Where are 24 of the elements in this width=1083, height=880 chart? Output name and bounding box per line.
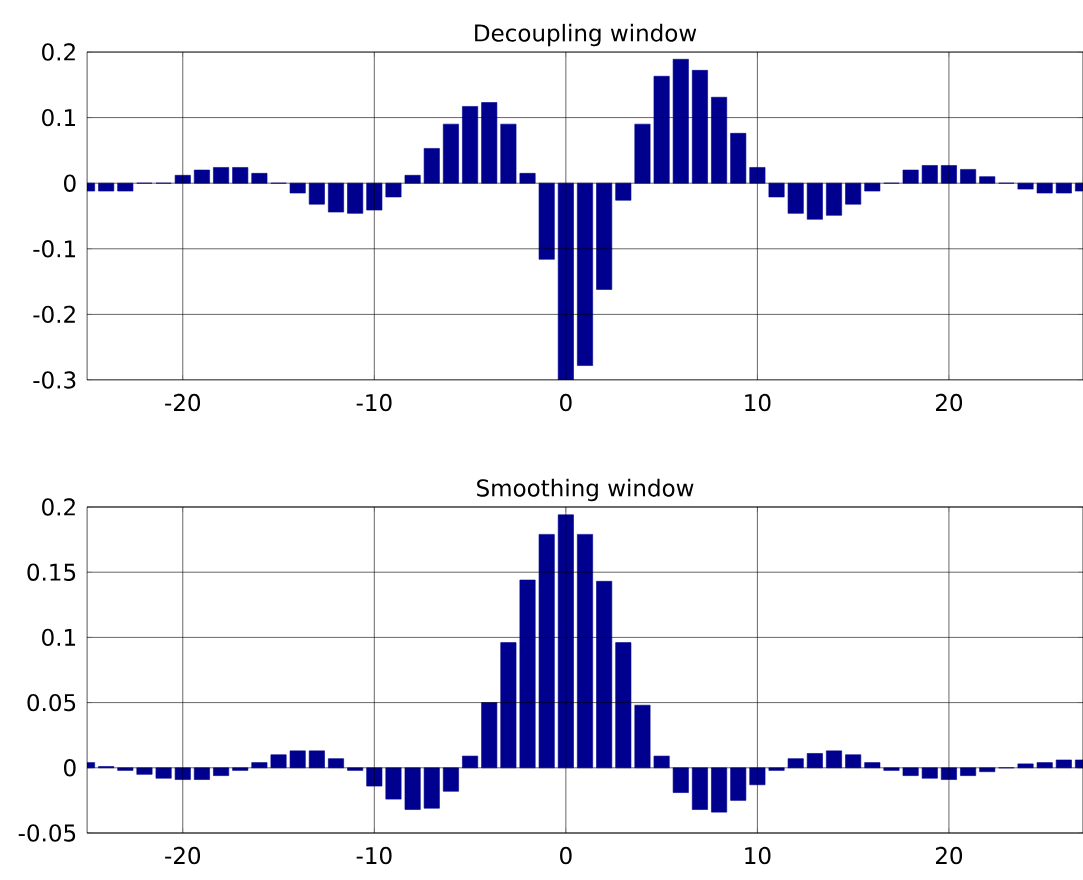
y-tick-label: -0.3	[33, 371, 76, 389]
y-tick-label: 0.2	[42, 498, 75, 516]
x-tick-label: -20	[165, 846, 201, 865]
x-tick-label: -20	[165, 393, 201, 412]
y-tick-label: -0.1	[33, 240, 76, 258]
y-tick-label: 0.2	[42, 43, 75, 61]
x-tick-label: 20	[935, 393, 963, 412]
x-tick-label: 0	[560, 393, 572, 412]
x-tick-label: 20	[935, 846, 963, 865]
y-tick-label: 0	[64, 174, 76, 192]
x-tick-label: -10	[356, 393, 392, 412]
y-tick-label: 0.1	[42, 628, 76, 647]
y-tick-label: 0.15	[27, 563, 76, 581]
x-tick-label: 10	[745, 393, 771, 412]
x-tick-label: 0	[560, 846, 572, 865]
chart-title: Smoothing window	[477, 478, 694, 502]
x-tick-label: -10	[356, 846, 392, 865]
y-tick-label: -0.2	[33, 305, 75, 324]
y-tick-label: 0.1	[42, 108, 76, 127]
y-tick-label: 0	[64, 759, 76, 777]
y-tick-label: 0.05	[27, 693, 76, 712]
x-tick-label: 10	[745, 846, 771, 865]
y-tick-label: -0.05	[18, 824, 76, 842]
chart-title: Decoupling window	[475, 23, 697, 47]
